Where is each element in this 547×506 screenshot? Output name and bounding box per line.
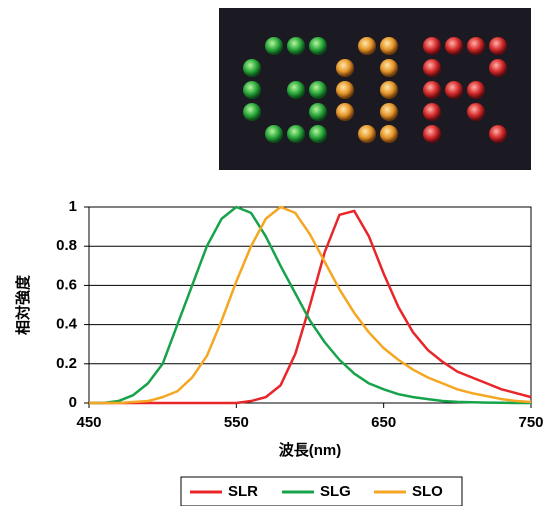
led xyxy=(380,103,398,121)
led xyxy=(243,81,261,99)
y-tick-label: 1 xyxy=(69,198,77,215)
plot-frame xyxy=(88,206,532,404)
x-axis-label: 波長(nm) xyxy=(279,441,342,459)
led xyxy=(489,125,507,143)
series-line xyxy=(89,205,532,405)
led xyxy=(265,37,283,55)
led xyxy=(243,59,261,77)
led xyxy=(489,37,507,55)
led xyxy=(309,125,327,143)
legend-label: SLG xyxy=(320,483,351,500)
led xyxy=(423,103,441,121)
led xyxy=(467,81,485,99)
led xyxy=(423,125,441,143)
series-line xyxy=(89,209,532,405)
led xyxy=(489,59,507,77)
led xyxy=(423,37,441,55)
y-tick-label: 0.4 xyxy=(56,316,78,333)
legend-label: SLO xyxy=(412,483,443,500)
led xyxy=(287,125,305,143)
x-tick-label: 750 xyxy=(518,414,543,431)
y-axis-label: 相対強度 xyxy=(14,274,32,335)
led xyxy=(336,81,354,99)
led xyxy=(423,81,441,99)
led xyxy=(445,81,463,99)
led xyxy=(309,37,327,55)
led xyxy=(380,37,398,55)
led xyxy=(380,81,398,99)
led xyxy=(423,59,441,77)
led xyxy=(380,59,398,77)
led xyxy=(467,37,485,55)
y-tick-label: 0 xyxy=(69,394,77,411)
led xyxy=(336,59,354,77)
y-tick-label: 0.6 xyxy=(56,276,77,293)
y-tick-label: 0.8 xyxy=(56,237,77,254)
x-tick-label: 450 xyxy=(76,414,101,431)
led xyxy=(309,103,327,121)
led xyxy=(467,103,485,121)
led xyxy=(265,125,283,143)
led xyxy=(243,103,261,121)
y-tick-label: 0.2 xyxy=(56,355,77,372)
led xyxy=(336,103,354,121)
led xyxy=(380,125,398,143)
led xyxy=(358,37,376,55)
led xyxy=(358,125,376,143)
legend xyxy=(180,476,463,506)
x-tick-label: 550 xyxy=(224,414,249,431)
led xyxy=(287,81,305,99)
led xyxy=(445,37,463,55)
x-tick-label: 650 xyxy=(371,414,396,431)
led xyxy=(287,37,305,55)
led xyxy=(309,81,327,99)
legend-label: SLR xyxy=(228,483,258,500)
series-line xyxy=(89,205,531,405)
